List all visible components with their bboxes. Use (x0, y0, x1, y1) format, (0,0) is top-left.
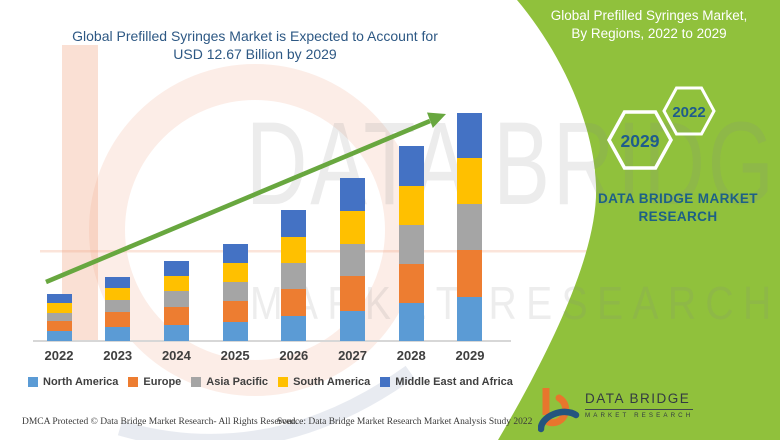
bar-2026 (281, 209, 307, 341)
legend-label-europe: Europe (143, 376, 182, 388)
bar-segment-europe-2025 (222, 300, 248, 322)
hexagon-2022-badge (662, 86, 716, 136)
legend-label-asia-pacific: Asia Pacific (206, 376, 269, 388)
x-axis-label-2029: 2029 (455, 348, 485, 363)
logo-b-mark-icon (538, 388, 580, 433)
bar-2022 (46, 293, 72, 341)
bar-segment-europe-2022 (46, 321, 72, 332)
bar-segment-south-america-2024 (163, 276, 189, 291)
bar-segment-europe-2028 (398, 264, 424, 304)
hexagon-2029-badge (606, 110, 674, 170)
bar-segment-middle-east-and-africa-2027 (340, 178, 366, 211)
bar-2025 (222, 243, 248, 341)
bar-segment-europe-2026 (281, 288, 307, 316)
bar-segment-europe-2023 (105, 312, 131, 327)
x-axis-label-2024: 2024 (161, 348, 191, 363)
bar-segment-middle-east-and-africa-2024 (163, 261, 189, 277)
bar-2023 (105, 276, 131, 341)
chart-title: Global Prefilled Syringes Market is Expe… (35, 27, 475, 63)
bar-segment-asia-pacific-2028 (398, 225, 424, 265)
brand-name-line2: RESEARCH (638, 209, 718, 224)
bar-segment-europe-2029 (457, 249, 483, 297)
bar-segment-north-america-2026 (281, 316, 307, 341)
bar-segment-north-america-2025 (222, 321, 248, 341)
legend-swatch-south-america (278, 377, 289, 387)
bar-segment-asia-pacific-2023 (105, 300, 131, 313)
bar-segment-asia-pacific-2027 (340, 244, 366, 276)
legend-swatch-europe (128, 377, 139, 387)
legend-item-middle-east-and-africa: Middle East and Africa (380, 376, 513, 388)
bar-segment-asia-pacific-2029 (457, 204, 483, 250)
brand-name-text: DATA BRIDGE MARKET RESEARCH (558, 190, 780, 226)
logo-wordmark: DATA BRIDGE (585, 391, 694, 410)
databridge-logo: DATA BRIDGE MARKET RESEARCH (538, 384, 694, 434)
banner-title: Global Prefilled Syringes Market, By Reg… (520, 7, 778, 42)
bar-segment-south-america-2028 (398, 185, 424, 226)
x-axis-line (33, 340, 511, 342)
banner-title-line1: Global Prefilled Syringes Market, (550, 8, 748, 23)
bar-segment-south-america-2023 (105, 288, 131, 301)
legend-label-north-america: North America (43, 376, 119, 388)
bar-segment-south-america-2022 (46, 302, 72, 313)
chart-title-line2: USD 12.67 Billion by 2029 (173, 46, 337, 62)
bar-segment-south-america-2025 (222, 263, 248, 283)
bar-segment-europe-2024 (163, 306, 189, 326)
logo-subtext: MARKET RESEARCH (585, 412, 694, 419)
legend-swatch-asia-pacific (191, 377, 202, 387)
footer-dmca-text: DMCA Protected © Data Bridge Market Rese… (22, 417, 298, 427)
hexagon-2029-label: 2029 (621, 131, 660, 151)
bar-segment-north-america-2022 (46, 331, 72, 341)
bar-segment-south-america-2027 (340, 210, 366, 245)
hexagon-badges: 2022 2029 (606, 86, 716, 170)
bar-segment-middle-east-and-africa-2025 (222, 243, 248, 264)
x-axis-label-2028: 2028 (396, 348, 426, 363)
bar-2028 (398, 146, 424, 341)
bar-segment-middle-east-and-africa-2026 (281, 209, 307, 237)
bar-segment-asia-pacific-2024 (163, 290, 189, 307)
footer-source-text: Source: Data Bridge Market Research Mark… (277, 417, 533, 427)
bar-segment-south-america-2029 (457, 158, 483, 205)
legend-item-south-america: South America (278, 376, 370, 388)
bar-segment-north-america-2023 (105, 327, 131, 341)
bar-segment-north-america-2027 (340, 310, 366, 341)
bar-segment-north-america-2028 (398, 303, 424, 341)
bar-2027 (340, 178, 366, 341)
legend-item-asia-pacific: Asia Pacific (191, 376, 268, 388)
hexagon-2022-label: 2022 (672, 104, 705, 121)
brand-name-line1: DATA BRIDGE MARKET (598, 191, 758, 206)
banner-title-line2: By Regions, 2022 to 2029 (571, 25, 727, 41)
legend-item-north-america: North America (28, 376, 118, 388)
bar-segment-middle-east-and-africa-2023 (105, 276, 131, 289)
bar-segment-middle-east-and-africa-2028 (398, 146, 424, 186)
x-axis-label-2023: 2023 (103, 348, 133, 363)
bar-segment-north-america-2024 (163, 325, 189, 341)
bar-segment-asia-pacific-2025 (222, 282, 248, 301)
x-axis-label-2025: 2025 (220, 348, 250, 363)
x-axis-label-2026: 2026 (279, 348, 309, 363)
legend-label-middle-east-and-africa: Middle East and Africa (395, 376, 513, 388)
chart-legend: North America Europe Asia Pacific South Ame… (28, 376, 513, 388)
legend-label-south-america: South America (293, 376, 371, 388)
x-axis-label-2022: 2022 (44, 348, 74, 363)
legend-item-europe: Europe (128, 376, 181, 388)
bar-2029 (457, 112, 483, 341)
bar-segment-asia-pacific-2026 (281, 263, 307, 289)
chart-title-line1: Global Prefilled Syringes Market is Expe… (72, 28, 438, 44)
legend-swatch-north-america (28, 377, 38, 387)
legend-swatch-middle-east-and-africa (380, 377, 391, 387)
bar-segment-middle-east-and-africa-2022 (46, 293, 72, 303)
bar-segment-south-america-2026 (281, 236, 307, 264)
x-axis-label-2027: 2027 (338, 348, 367, 363)
bar-segment-asia-pacific-2022 (46, 312, 72, 322)
bar-segment-north-america-2029 (457, 296, 483, 341)
bar-segment-middle-east-and-africa-2029 (457, 112, 483, 159)
logo-text-block: DATA BRIDGE MARKET RESEARCH (585, 391, 694, 419)
bar-segment-europe-2027 (340, 275, 366, 311)
bar-2024 (163, 261, 189, 341)
